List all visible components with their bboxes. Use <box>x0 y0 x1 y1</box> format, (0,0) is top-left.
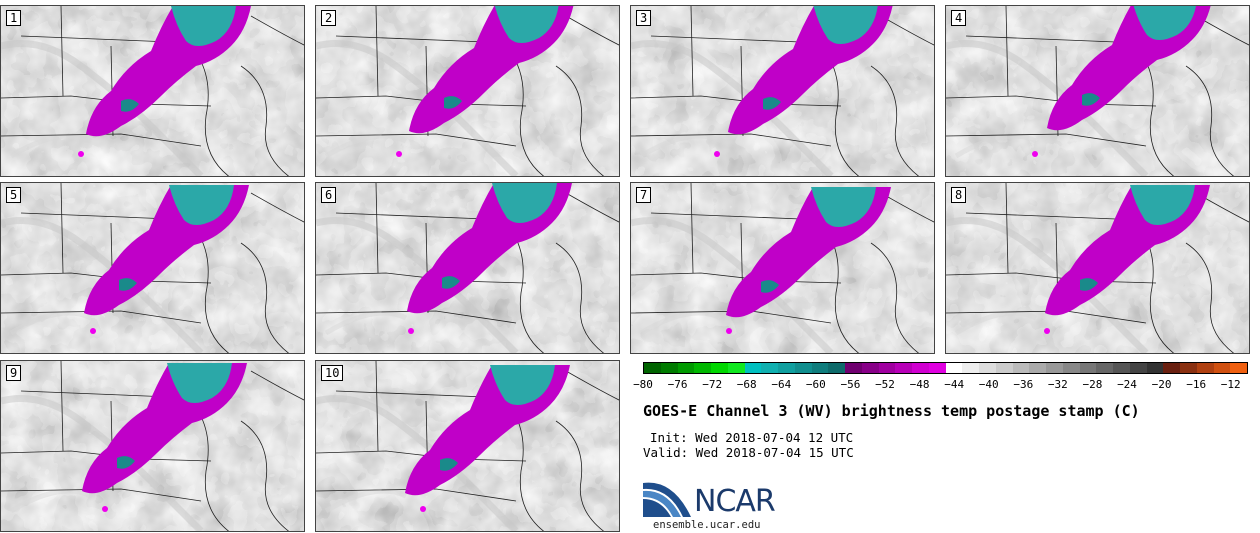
colorbar-swatch <box>1180 363 1197 373</box>
postage-stamp-panel: 6 <box>315 182 620 354</box>
colorbar-swatch <box>660 363 678 373</box>
colorbar-swatch <box>895 363 912 373</box>
logo-text: NCAR <box>694 484 776 519</box>
colorbar-tick-label: −28 <box>1082 378 1103 391</box>
init-time: Init: Wed 2018-07-04 12 UTC <box>650 430 854 445</box>
figure-title: GOES-E Channel 3 (WV) brightness temp po… <box>643 402 1140 420</box>
panel-number-label: 6 <box>321 187 337 203</box>
water-vapor-map <box>946 6 1249 176</box>
postage-stamp-panel: 2 <box>315 5 620 177</box>
colorbar-tick-label: −20 <box>1151 378 1172 391</box>
colorbar-tick-label: −48 <box>909 378 930 391</box>
postage-stamp-panel: 9 <box>0 360 305 532</box>
colorbar-swatch <box>1029 363 1046 373</box>
colorbar-tick-label: −24 <box>1117 378 1137 391</box>
postage-stamp-panel: 5 <box>0 182 305 354</box>
panel-number-label: 4 <box>951 10 967 26</box>
colorbar-swatch <box>945 363 963 373</box>
colorbar-swatch <box>761 363 778 373</box>
panel-number-label: 5 <box>6 187 22 203</box>
colorbar-swatch <box>1163 363 1180 373</box>
colorbar-swatch <box>1096 363 1113 373</box>
colorbar-tick-label: −44 <box>944 378 965 391</box>
colorbar-swatch <box>979 363 996 373</box>
colorbar-swatch <box>845 363 862 373</box>
colorbar-swatch <box>1146 363 1164 373</box>
colorbar-tick-label: −80 <box>633 378 653 391</box>
colorbar-tick-label: −36 <box>1013 378 1034 391</box>
website-url: ensemble.ucar.edu <box>653 519 761 531</box>
colorbar-swatch <box>694 363 711 373</box>
water-vapor-map <box>631 183 934 353</box>
postage-stamp-panel: 8 <box>945 182 1250 354</box>
colorbar-swatch <box>811 363 829 373</box>
water-vapor-map <box>1 183 304 353</box>
postage-stamp-panel: 1 <box>0 5 305 177</box>
colorbar-swatch <box>727 363 745 373</box>
colorbar-swatch <box>1113 363 1130 373</box>
colorbar-swatch <box>711 363 728 373</box>
colorbar-swatch <box>912 363 929 373</box>
panel-number-label: 10 <box>321 365 344 381</box>
colorbar-swatch <box>1230 363 1247 373</box>
colorbar-swatch <box>1012 363 1030 373</box>
colorbar-swatch <box>1079 363 1097 373</box>
colorbar-swatch <box>744 363 762 373</box>
colorbar-swatch <box>1129 363 1147 373</box>
valid-time: Valid: Wed 2018-07-04 15 UTC <box>643 445 854 460</box>
water-vapor-map <box>316 6 619 176</box>
colorbar-swatch <box>828 363 845 373</box>
colorbar-tick-label: −52 <box>875 378 895 391</box>
postage-stamp-panel: 7 <box>630 182 935 354</box>
colorbar <box>643 362 1248 374</box>
colorbar-swatch <box>1213 363 1231 373</box>
colorbar-swatch <box>644 363 661 373</box>
colorbar-tick-label: −68 <box>736 378 757 391</box>
colorbar-swatch <box>928 363 946 373</box>
water-vapor-map <box>946 183 1249 353</box>
colorbar-swatch <box>995 363 1013 373</box>
colorbar-ticks: −80 −76 −72 −68 −64 −60 −56 −52 −48 −44 −40 −36 −32 −… <box>633 378 1248 392</box>
colorbar-swatch <box>778 363 795 373</box>
panel-number-label: 8 <box>951 187 967 203</box>
colorbar-swatch <box>861 363 879 373</box>
colorbar-tick-label: −56 <box>840 378 861 391</box>
water-vapor-map <box>1 361 304 531</box>
water-vapor-map <box>316 183 619 353</box>
colorbar-tick-label: −32 <box>1047 378 1068 391</box>
colorbar-swatch <box>677 363 695 373</box>
colorbar-swatch <box>878 363 896 373</box>
colorbar-tick-label: −40 <box>978 378 999 391</box>
postage-stamp-panel: 4 <box>945 5 1250 177</box>
colorbar-tick-label: −76 <box>667 378 688 391</box>
colorbar-tick-label: −60 <box>805 378 826 391</box>
water-vapor-map <box>316 361 619 531</box>
water-vapor-map <box>1 6 304 176</box>
panel-number-label: 9 <box>6 365 22 381</box>
colorbar-tick-label: −64 <box>771 378 792 391</box>
panel-number-label: 2 <box>321 10 337 26</box>
panel-number-label: 1 <box>6 10 22 26</box>
colorbar-tick-label: −72 <box>702 378 723 391</box>
colorbar-swatch <box>962 363 979 373</box>
colorbar-tick-label: −16 <box>1186 378 1207 391</box>
panel-number-label: 3 <box>636 10 652 26</box>
colorbar-tick-label: −12 <box>1220 378 1241 391</box>
colorbar-swatch <box>1196 363 1214 373</box>
colorbar-swatch <box>794 363 812 373</box>
colorbar-swatch <box>1046 363 1063 373</box>
postage-stamp-panel: 10 <box>315 360 620 532</box>
panel-number-label: 7 <box>636 187 652 203</box>
colorbar-swatch <box>1062 363 1080 373</box>
ncar-logo-icon <box>643 482 691 517</box>
postage-stamp-panel: 3 <box>630 5 935 177</box>
water-vapor-map <box>631 6 934 176</box>
